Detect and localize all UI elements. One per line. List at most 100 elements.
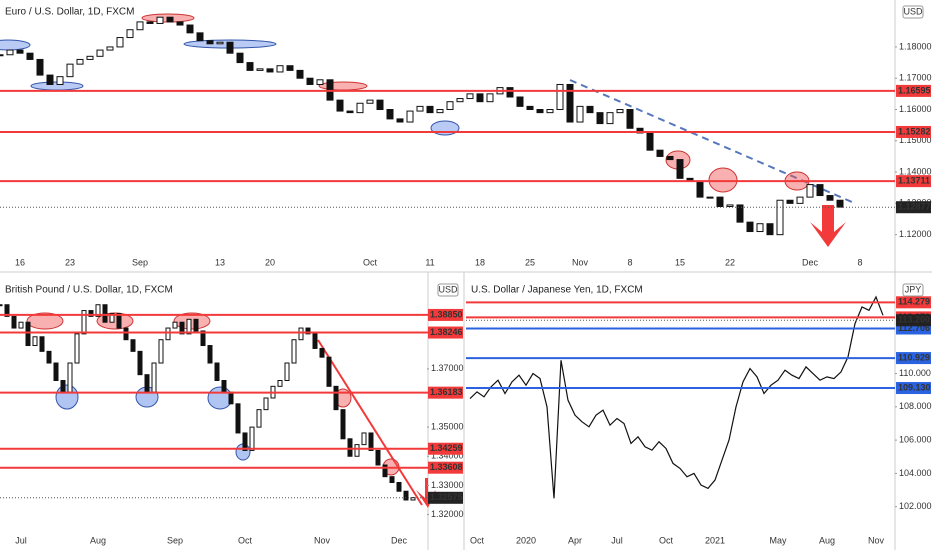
candle <box>347 438 353 457</box>
candle <box>76 58 84 65</box>
candle <box>816 184 824 197</box>
candle <box>53 362 59 382</box>
candle <box>766 223 774 236</box>
x-tick-label: 25 <box>525 257 535 267</box>
candle <box>67 362 73 393</box>
candle <box>158 339 164 364</box>
candle <box>46 350 52 364</box>
candle <box>106 46 114 51</box>
candle <box>356 102 364 114</box>
y-tick-label: 1.16000 <box>899 104 932 114</box>
x-tick-label: Oct <box>470 535 485 545</box>
x-tick-label: 2021 <box>705 535 725 545</box>
chart-title: U.S. Dollar / Japanese Yen, 1D, FXCM <box>471 285 643 296</box>
y-tick-label: 104.000 <box>899 468 932 478</box>
candle <box>256 68 264 71</box>
x-tick-label: Nov <box>314 535 331 545</box>
candle <box>836 199 844 208</box>
x-tick-label: Oct <box>238 535 253 545</box>
level-tag <box>896 296 931 309</box>
candle <box>396 481 402 492</box>
candle <box>316 79 324 85</box>
candle <box>375 449 381 466</box>
highlight <box>26 312 64 330</box>
candle <box>39 336 45 352</box>
candle <box>25 321 31 347</box>
candle <box>476 93 484 103</box>
candle <box>46 74 54 85</box>
candle <box>144 374 150 393</box>
x-tick-label: 11 <box>425 257 434 267</box>
level-label: 1.15282 <box>898 126 931 136</box>
x-tick-label: 15 <box>675 257 685 267</box>
level-tag <box>428 308 463 321</box>
level-tag <box>896 382 931 395</box>
last-price-tag <box>428 491 463 504</box>
arrow <box>810 205 846 247</box>
candle <box>156 16 164 24</box>
candle <box>786 199 794 204</box>
x-tick-label: Nov <box>572 257 589 267</box>
candle <box>4 304 10 317</box>
level-tag <box>428 326 463 339</box>
y-tick-label: 1.14000 <box>899 166 932 176</box>
x-tick-label: Apr <box>568 535 582 545</box>
y-tick-label: 106.000 <box>899 434 932 444</box>
candle <box>606 112 614 125</box>
candle <box>526 105 534 111</box>
candle <box>626 109 634 129</box>
highlight <box>708 167 738 193</box>
candle <box>146 21 154 24</box>
x-tick-label: Nov <box>868 535 885 545</box>
candle <box>726 204 734 208</box>
candle <box>193 318 199 332</box>
candle <box>235 403 241 434</box>
level-label: 1.38246 <box>430 327 463 337</box>
candle <box>312 333 318 349</box>
candle <box>66 63 74 78</box>
candle <box>151 362 157 393</box>
candle <box>333 385 339 411</box>
candle <box>196 32 204 42</box>
x-tick-label: Sep <box>167 535 183 545</box>
candle <box>406 110 414 123</box>
x-tick-label: Dec <box>802 257 819 267</box>
candle <box>286 65 294 71</box>
candle <box>616 109 624 114</box>
y-tick-label: 1.32000 <box>431 509 464 519</box>
candle <box>136 21 144 31</box>
candle <box>137 350 143 376</box>
candle <box>56 76 64 85</box>
candle <box>179 321 185 335</box>
level-label: 109.130 <box>898 382 931 392</box>
candle <box>88 310 94 317</box>
x-tick-label: 22 <box>725 257 735 267</box>
x-tick-label: Aug <box>819 535 835 545</box>
candle <box>0 54 4 57</box>
candle <box>176 21 184 26</box>
candle <box>123 327 129 341</box>
candle <box>266 68 274 73</box>
candle <box>396 118 404 123</box>
price-line <box>469 295 884 499</box>
candle <box>226 41 234 54</box>
candle <box>81 310 87 335</box>
candle <box>516 96 524 107</box>
candle <box>410 497 416 501</box>
last-price-label: 113.200 <box>898 315 930 325</box>
candle <box>586 105 594 114</box>
candle <box>386 109 394 120</box>
candle <box>436 109 444 114</box>
y-tick-label: 1.37000 <box>431 363 464 373</box>
candle <box>102 304 108 323</box>
candle <box>16 49 24 54</box>
candle <box>466 93 474 100</box>
candle <box>18 321 24 329</box>
x-tick-label: May <box>769 535 787 545</box>
candle <box>346 110 354 114</box>
level-tag <box>896 84 931 97</box>
candle <box>242 432 248 451</box>
y-tick-label: 1.12000 <box>899 229 932 239</box>
candle <box>96 49 104 57</box>
candle <box>228 391 234 405</box>
